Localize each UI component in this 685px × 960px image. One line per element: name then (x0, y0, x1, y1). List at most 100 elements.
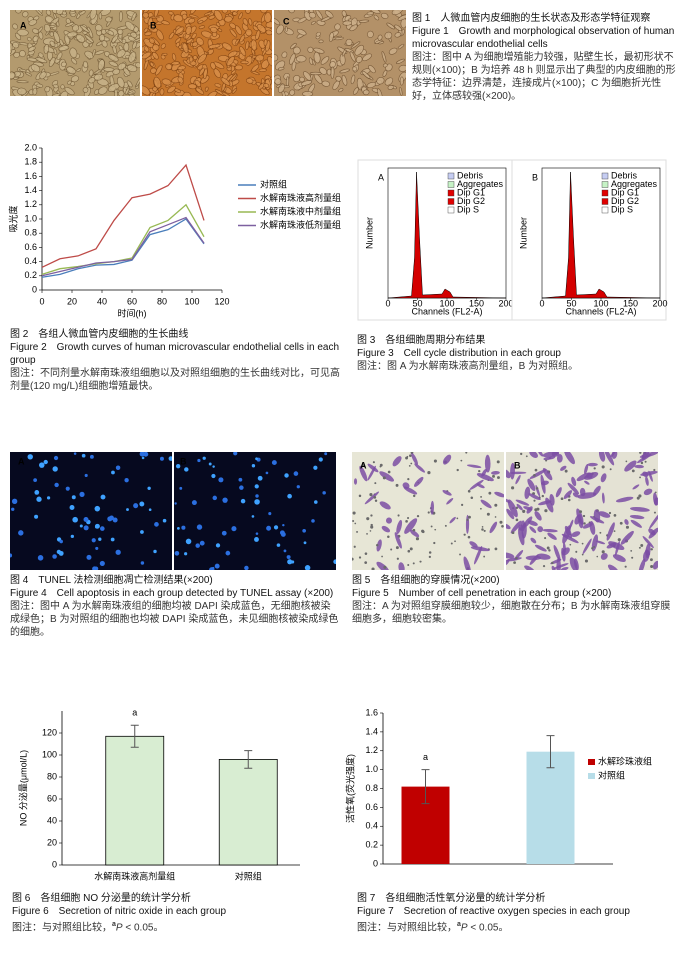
note-sup: a (112, 921, 116, 928)
y-tick-label: 1.0 (24, 213, 37, 223)
cell (165, 63, 173, 71)
cell (391, 10, 404, 16)
nucleus (255, 494, 259, 498)
pore (599, 531, 602, 534)
cell (630, 506, 650, 512)
pore (513, 561, 516, 564)
legend-swatch (601, 198, 609, 205)
cell (518, 524, 523, 531)
nucleus (271, 460, 277, 466)
cell (484, 454, 491, 473)
cell (653, 492, 658, 506)
caption-en: Figure 6 Secretion of nitric oxide in ea… (12, 906, 227, 917)
cell (112, 45, 117, 55)
bar (526, 751, 575, 864)
cell (204, 11, 212, 16)
pore (465, 452, 468, 454)
y-tick-label: 1.6 (24, 171, 37, 181)
cell (116, 49, 126, 58)
cell (538, 500, 552, 506)
caption-en: Figure 1 Growth and morphological observ… (412, 26, 675, 50)
cell (177, 76, 184, 84)
y-tick-label: 40 (47, 815, 57, 825)
cell (587, 462, 598, 467)
cell (56, 52, 63, 60)
cell (94, 24, 103, 32)
cell (87, 26, 94, 39)
nucleus (233, 452, 238, 456)
pore (631, 556, 634, 559)
cell (355, 55, 363, 63)
cell (523, 506, 533, 511)
cell (171, 53, 177, 61)
y-axis-label: NO 分泌量(μmol/L) (17, 750, 28, 826)
nucleus (212, 495, 218, 501)
cell (231, 87, 238, 94)
cell (555, 487, 562, 498)
cell (265, 29, 272, 36)
annotation: a (423, 752, 428, 762)
cell (402, 482, 410, 489)
nucleus (39, 462, 45, 468)
cell (579, 487, 586, 497)
cell (221, 91, 231, 96)
nucleus (115, 549, 121, 555)
cell (373, 14, 380, 21)
cell (376, 539, 382, 552)
cell (442, 454, 452, 465)
cell (70, 75, 79, 83)
cell (107, 30, 115, 36)
legend-swatch (601, 172, 609, 180)
cell (630, 519, 642, 528)
cell (199, 67, 205, 76)
pore (567, 498, 571, 502)
pore (579, 510, 583, 514)
cell (117, 28, 124, 35)
caption-cn: 图 5 各组细胞的穿膜情况(×200) (352, 575, 500, 586)
pore (515, 518, 519, 522)
pore (525, 455, 528, 458)
pore (416, 514, 420, 518)
cell (226, 56, 235, 67)
photo (174, 452, 336, 570)
cell (366, 81, 377, 89)
pore (381, 555, 383, 558)
nucleus (222, 497, 228, 503)
legend-swatch (447, 189, 455, 197)
cell (197, 53, 207, 64)
nucleus (287, 493, 292, 499)
cell (14, 32, 22, 40)
histogram (387, 171, 507, 299)
cell (154, 64, 163, 76)
pore (375, 543, 379, 547)
caption-cn: 图 6 各组细胞 NO 分泌量的统计学分析 (12, 893, 191, 904)
cell (388, 47, 398, 55)
pore (456, 468, 459, 472)
cell (108, 61, 119, 67)
pore (653, 511, 656, 514)
cell (175, 26, 185, 35)
pore (407, 549, 411, 553)
cell (582, 522, 594, 529)
cell (188, 14, 199, 19)
photo-content (174, 452, 336, 570)
cell (79, 10, 86, 16)
cell (397, 14, 406, 21)
cell (571, 476, 577, 487)
cell (335, 75, 342, 82)
x-tick-label: 0 (39, 296, 44, 306)
series-line (41, 216, 205, 277)
cell (560, 566, 569, 570)
pore (544, 537, 547, 540)
cell (345, 38, 353, 46)
nucleus (221, 530, 227, 536)
cell (148, 24, 156, 31)
pore (421, 529, 425, 533)
legend-label: 水解珍珠液组 (598, 755, 652, 766)
photo-content (10, 10, 140, 96)
pore (460, 459, 463, 462)
pore (371, 567, 375, 570)
cell (128, 51, 137, 63)
y-tick-label: 80 (47, 771, 57, 781)
cell (469, 479, 484, 490)
